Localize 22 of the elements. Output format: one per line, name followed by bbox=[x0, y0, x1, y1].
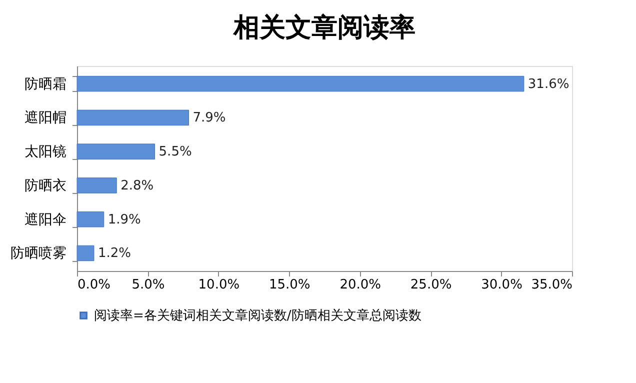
x-tick-label: 25.0% bbox=[410, 278, 452, 292]
y-tick-label: 太阳镜 bbox=[24, 144, 66, 160]
x-tick-label: 20.0% bbox=[340, 278, 382, 292]
x-tick-label: 10.0% bbox=[198, 278, 240, 292]
data-label: 1.9% bbox=[108, 212, 141, 228]
y-tick-label: 防晒衣 bbox=[24, 178, 66, 194]
data-label: 7.9% bbox=[192, 110, 226, 126]
x-tick-label: 5.0% bbox=[132, 278, 165, 292]
chart-title: 相关文章阅读率 bbox=[232, 13, 416, 43]
x-tick-label: 30.0% bbox=[481, 278, 522, 292]
x-tick-label: 35.0% bbox=[531, 278, 572, 292]
y-tick-label: 遮阳帽 bbox=[24, 110, 66, 126]
data-label: 5.5% bbox=[158, 144, 192, 160]
x-tick-label: 0.0% bbox=[78, 278, 111, 292]
legend-label: 阅读率=各关键词相关文章阅读数/防晒相关文章总阅读数 bbox=[94, 308, 422, 324]
y-tick-label: 遮阳伞 bbox=[24, 212, 66, 228]
data-label: 2.8% bbox=[120, 178, 154, 194]
x-tick-label: 15.0% bbox=[268, 278, 310, 292]
data-label: 1.2% bbox=[98, 246, 132, 262]
y-tick-label: 防晒喷雾 bbox=[10, 246, 66, 262]
y-tick-label: 防晒霜 bbox=[24, 76, 66, 92]
data-label: 31.6% bbox=[528, 76, 570, 92]
